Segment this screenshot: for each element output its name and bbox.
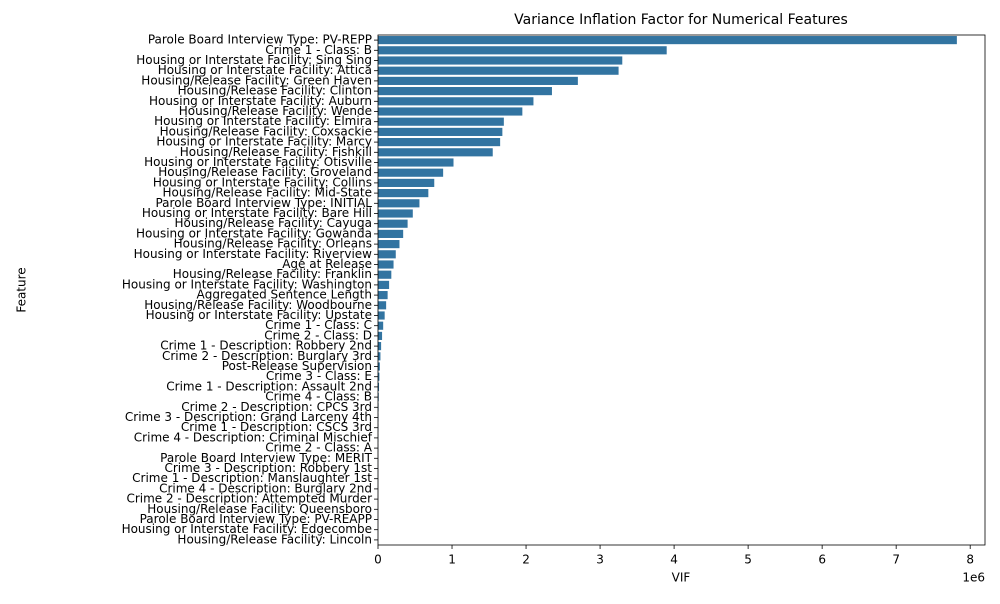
bar	[378, 322, 383, 330]
bar	[378, 250, 396, 258]
bar	[378, 118, 504, 126]
bar	[378, 301, 386, 309]
bar	[378, 240, 399, 248]
x-tick-label: 5	[744, 553, 752, 567]
bar	[378, 148, 493, 156]
bar	[378, 199, 419, 207]
x-tick-label: 6	[818, 553, 826, 567]
bar	[378, 332, 382, 340]
bar	[378, 220, 408, 228]
bar	[378, 56, 622, 64]
bar	[378, 179, 434, 187]
x-offset-label: 1e6	[962, 571, 985, 585]
x-tick-label: 7	[892, 553, 900, 567]
y-tick-label: Housing/Release Facility: Lincoln	[177, 532, 372, 546]
bar	[378, 189, 428, 197]
x-axis-label: VIF	[672, 571, 691, 585]
bar	[378, 158, 454, 166]
x-tick-label: 1	[448, 553, 456, 567]
bar	[378, 77, 578, 85]
bar	[378, 138, 500, 146]
x-tick-label: 4	[670, 553, 678, 567]
chart-title: Variance Inflation Factor for Numerical …	[514, 12, 848, 28]
bar	[378, 36, 957, 44]
bar	[378, 97, 533, 105]
bar	[378, 209, 413, 217]
x-tick-label: 8	[966, 553, 974, 567]
y-axis-label: Feature	[15, 267, 29, 312]
bar	[378, 128, 502, 136]
bar	[378, 271, 391, 279]
bar	[378, 342, 381, 350]
bar	[378, 67, 619, 75]
bar	[378, 291, 388, 299]
bar	[378, 281, 389, 289]
bar	[378, 46, 667, 54]
bar	[378, 230, 403, 238]
x-tick-label: 0	[374, 553, 382, 567]
bar	[378, 87, 552, 95]
bar	[378, 107, 522, 115]
x-tick-label: 3	[596, 553, 604, 567]
bar	[378, 169, 443, 177]
bar	[378, 260, 394, 268]
x-tick-label: 2	[522, 553, 530, 567]
bar	[378, 311, 385, 319]
